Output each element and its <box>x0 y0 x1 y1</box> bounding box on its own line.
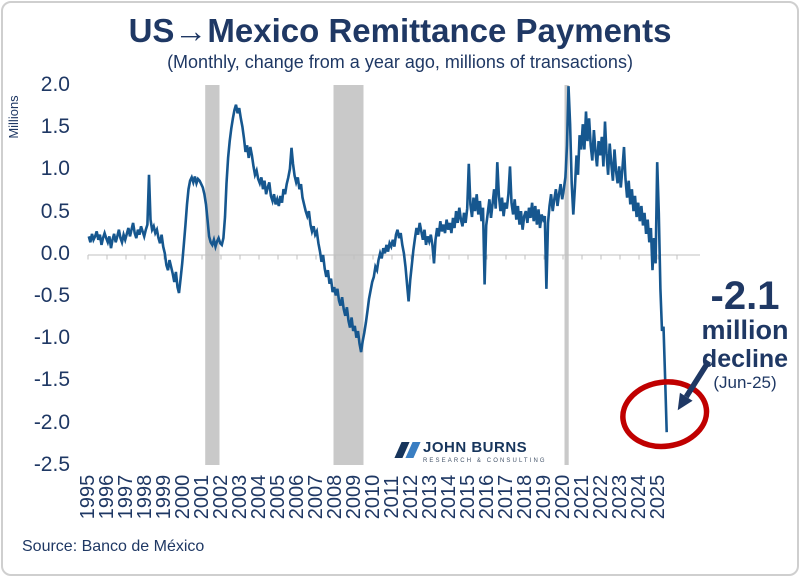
x-tick-1995: 1995 <box>77 474 99 520</box>
highlight-ellipse <box>620 379 710 450</box>
x-tick-2016: 2016 <box>476 474 498 520</box>
callout-line2: million <box>701 315 789 345</box>
x-tick-2013: 2013 <box>419 474 441 520</box>
chart-title: US→Mexico Remittance Payments <box>128 12 672 49</box>
x-tick-2006: 2006 <box>286 474 308 520</box>
x-tick-2025: 2025 <box>647 474 669 520</box>
logo-tagline: RESEARCH & CONSULTING <box>423 458 547 464</box>
callout-date: (Jun-25) <box>713 373 777 392</box>
source-note: Source: Banco de México <box>22 538 205 555</box>
x-tick-2014: 2014 <box>438 474 460 520</box>
y-tick-0.5: 0.5 <box>40 199 70 223</box>
x-tick-2015: 2015 <box>457 474 479 520</box>
recession-band-2 <box>564 85 569 465</box>
john-burns-logo-icon <box>394 442 421 458</box>
y-tick--0.5: -0.5 <box>33 284 70 307</box>
y-tick--1.0: -1.0 <box>33 326 70 350</box>
callout-arrow-shaft <box>683 359 712 399</box>
x-tick-1999: 1999 <box>153 474 175 520</box>
decline-callout: -2.1 million decline (Jun-25) <box>694 274 796 393</box>
y-tick-1.0: 1.0 <box>40 157 70 181</box>
x-tick-2000: 2000 <box>172 474 194 520</box>
x-tick-2009: 2009 <box>343 474 365 520</box>
callout-line3: decline <box>701 345 789 373</box>
x-tick-2004: 2004 <box>248 474 270 520</box>
x-tick-1997: 1997 <box>115 474 137 520</box>
callout-value: -2.1 <box>710 274 780 318</box>
x-tick-2017: 2017 <box>495 474 517 520</box>
callout-arrow-head <box>677 392 693 411</box>
x-tick-2011: 2011 <box>381 475 403 519</box>
logo-name: JOHN BURNS <box>423 439 528 456</box>
x-tick-2022: 2022 <box>590 474 612 520</box>
x-tick-2021: 2021 <box>571 474 593 520</box>
y-tick--1.5: -1.5 <box>33 368 70 392</box>
chart-subtitle: (Monthly, change from a year ago, millio… <box>167 52 633 72</box>
y-tick--2.0: -2.0 <box>33 410 70 434</box>
y-tick-0.0: 0.0 <box>40 241 70 265</box>
x-tick-2018: 2018 <box>514 474 536 520</box>
x-tick-2007: 2007 <box>305 474 327 520</box>
x-tick-2008: 2008 <box>324 474 346 520</box>
y-tick-2.0: 2.0 <box>40 73 70 96</box>
john-burns-logo: JOHN BURNS RESEARCH & CONSULTING <box>394 439 547 465</box>
x-tick-2012: 2012 <box>400 474 422 520</box>
x-tick-2003: 2003 <box>229 474 251 520</box>
x-tick-2024: 2024 <box>628 474 650 520</box>
x-tick-2005: 2005 <box>267 474 289 520</box>
x-tick-2010: 2010 <box>362 474 384 520</box>
x-tick-2002: 2002 <box>210 474 232 520</box>
remittance-series-line <box>87 86 668 433</box>
recession-band-0 <box>205 85 220 465</box>
recession-band-1 <box>333 85 364 465</box>
x-tick-2019: 2019 <box>533 474 555 520</box>
x-tick-1996: 1996 <box>96 474 118 520</box>
x-tick-2023: 2023 <box>609 474 631 520</box>
x-tick-2001: 2001 <box>191 474 213 520</box>
y-tick--2.5: -2.5 <box>33 452 70 476</box>
y-tick-1.5: 1.5 <box>40 115 70 139</box>
x-tick-2020: 2020 <box>552 474 574 520</box>
x-tick-1998: 1998 <box>134 474 156 520</box>
